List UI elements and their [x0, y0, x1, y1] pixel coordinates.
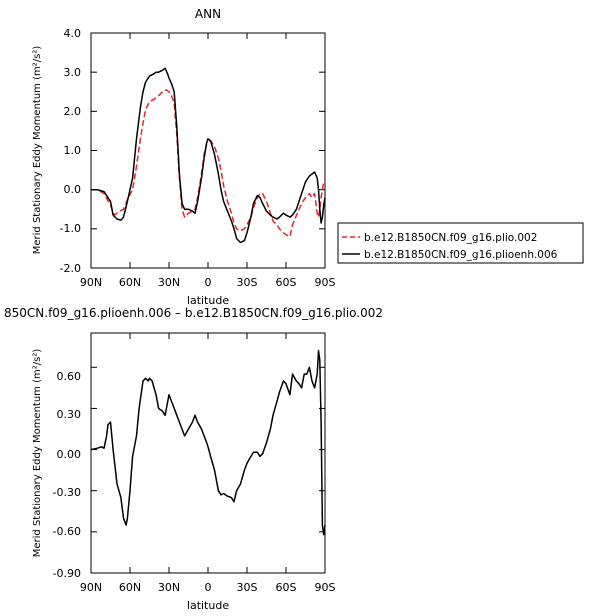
top-x-tick-0: 0: [205, 276, 212, 289]
bottom-x-tick-60S: 60S: [276, 581, 297, 594]
bottom-y-tick-m090: -0.90: [53, 567, 81, 580]
top-series-line-1: [91, 67, 326, 244]
top-x-tick-labels: 90N 60N 30N 0 30S 60S 90S: [80, 276, 336, 289]
top-y-tick-1: 1.0: [64, 144, 82, 157]
top-y-tick-m2: -2.0: [60, 262, 81, 275]
bottom-plot-frame: [90, 332, 326, 574]
top-x-tick-60S: 60S: [276, 276, 297, 289]
bottom-y-tick-m030: -0.30: [53, 486, 81, 499]
bottom-x-tick-0: 0: [205, 581, 212, 594]
top-plot-frame: [90, 32, 326, 269]
bottom-y-tick-labels: 0.60 0.30 0.00 -0.30 -0.60 -0.90: [53, 370, 81, 580]
bottom-x-tick-labels: 90N 60N 30N 0 30S 60S 90S: [80, 581, 336, 594]
legend: b.e12.B1850CN.f09_g16.plio.002 b.e12.B18…: [337, 222, 584, 264]
top-x-tick-90S: 90S: [315, 276, 336, 289]
top-x-axis-label: latitude: [187, 294, 229, 307]
bottom-series-line-0: [90, 350, 326, 536]
bottom-x-tick-60N: 60N: [119, 581, 141, 594]
bottom-x-tick-90S: 90S: [315, 581, 336, 594]
top-y-tick-m1: -1.0: [60, 222, 81, 235]
bottom-y-axis-label: Merid Stationary Eddy Momentum (m²/s²): [32, 349, 43, 558]
legend-label-plioenh: b.e12.B1850CN.f09_g16.plioenh.006: [364, 249, 558, 261]
legend-label-plio: b.e12.B1850CN.f09_g16.plio.002: [364, 232, 537, 244]
top-y-tick-2: 2.0: [64, 105, 82, 118]
top-y-tick-3: 3.0: [64, 66, 82, 79]
top-x-tick-60N: 60N: [119, 276, 141, 289]
top-y-tick-0: 0.0: [64, 183, 82, 196]
bottom-y-tick-060: 0.60: [57, 370, 82, 383]
bottom-y-tick-m060: -0.60: [53, 525, 81, 538]
bottom-y-tick-030: 0.30: [57, 408, 82, 421]
top-series-line-0: [91, 89, 326, 238]
top-x-tick-30S: 30S: [237, 276, 258, 289]
bottom-chart-title: 850CN.f09_g16.plioenh.006 – b.e12.B1850C…: [4, 306, 383, 320]
top-chart-title: ANN: [195, 7, 221, 21]
bottom-x-axis-label: latitude: [187, 599, 229, 612]
bottom-x-tick-30S: 30S: [237, 581, 258, 594]
top-panel: ANN 90N 60N 30N 0 30S 60S 90S 4.0 3.0 2.…: [32, 7, 584, 307]
top-x-tick-30N: 30N: [158, 276, 180, 289]
legend-box: [337, 222, 584, 264]
top-y-tick-labels: 4.0 3.0 2.0 1.0 0.0 -1.0 -2.0: [60, 27, 81, 275]
bottom-panel: 850CN.f09_g16.plioenh.006 – b.e12.B1850C…: [4, 306, 383, 612]
bottom-y-tick-000: 0.00: [57, 448, 82, 461]
top-y-tick-4: 4.0: [64, 27, 82, 40]
top-y-axis-label: Merid Stationary Eddy Momentum (m²/s²): [32, 46, 43, 255]
bottom-x-tick-30N: 30N: [158, 581, 180, 594]
bottom-x-tick-90N: 90N: [80, 581, 102, 594]
top-x-tick-90N: 90N: [80, 276, 102, 289]
